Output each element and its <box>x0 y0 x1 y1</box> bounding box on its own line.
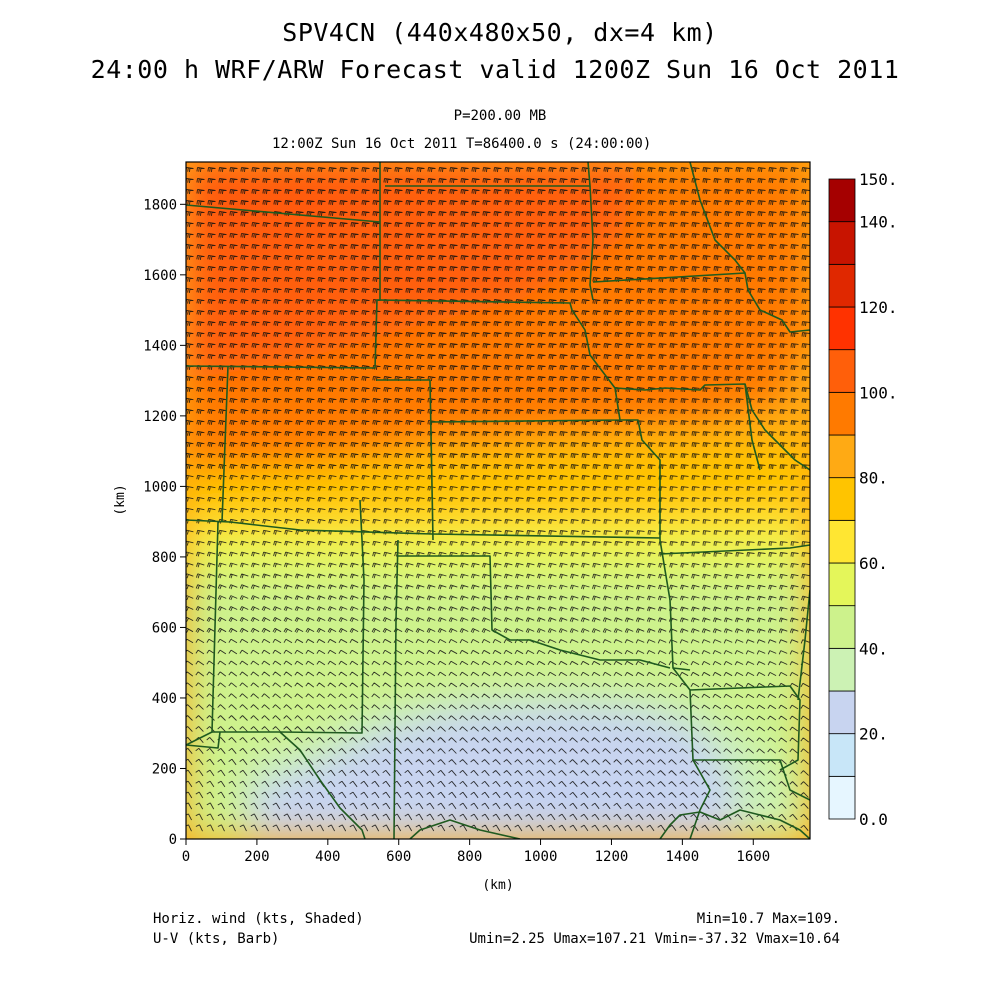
x-tick-label: 200 <box>244 849 269 865</box>
colorbar-label: 140. <box>859 213 898 232</box>
colorbar-swatch <box>828 733 856 777</box>
y-tick-label: 0 <box>169 832 177 848</box>
colorbar-label: 0.0 <box>859 810 888 829</box>
colorbar-label: 20. <box>859 725 888 744</box>
y-tick-label: 200 <box>152 761 177 777</box>
y-tick-label: 800 <box>152 550 177 566</box>
x-axis-label: (km) <box>482 878 513 893</box>
x-tick-label: 800 <box>457 849 482 865</box>
x-tick-label: 1600 <box>736 849 770 865</box>
y-tick-label: 1000 <box>143 479 177 495</box>
colorbar-swatch <box>828 434 856 479</box>
x-tick-label: 1400 <box>666 849 700 865</box>
y-tick-label: 400 <box>152 691 177 707</box>
min-max-stats: Min=10.7 Max=109. <box>696 911 840 927</box>
colorbar-swatch <box>828 605 856 649</box>
colorbar-label: 100. <box>859 383 898 402</box>
colorbar-label: 40. <box>859 639 888 658</box>
colorbar-label: 80. <box>859 469 888 488</box>
wind-barb-field <box>186 167 810 832</box>
colorbar-swatch <box>828 221 856 265</box>
colorbar-swatch <box>828 391 856 436</box>
state-boundaries <box>186 162 810 839</box>
y-tick-label: 1800 <box>143 197 177 213</box>
x-tick-label: 600 <box>386 849 411 865</box>
y-tick-label: 600 <box>152 620 177 636</box>
y-tick-label: 1600 <box>143 268 177 284</box>
colorbar-swatch <box>828 178 856 223</box>
barb-legend-label: U-V (kts, Barb) <box>153 931 280 947</box>
y-tick-label: 1400 <box>143 338 177 354</box>
y-axis-label: (km) <box>113 484 128 515</box>
colorbar-label: 60. <box>859 554 888 573</box>
colorbar-swatch <box>828 306 856 351</box>
chart-subtitle: 24:00 h WRF/ARW Forecast valid 1200Z Sun… <box>90 55 900 84</box>
colorbar-swatch <box>828 647 856 692</box>
y-axis: 0 200 400 600 800 1000 1200 1400 1600 1800 <box>143 197 186 848</box>
colorbar-label: 120. <box>859 298 898 317</box>
x-tick-label: 1000 <box>524 849 558 865</box>
y-tick-label: 1200 <box>143 409 177 425</box>
colorbar-swatch <box>828 562 856 607</box>
chart-title: SPV4CN (440x480x50, dx=4 km) <box>282 18 718 47</box>
pressure-level-label: P=200.00 MB <box>453 108 547 124</box>
colorbar-swatch <box>828 349 856 393</box>
x-tick-label: 0 <box>182 849 190 865</box>
x-tick-label: 400 <box>315 849 340 865</box>
plot-frame <box>185 161 811 840</box>
x-tick-label: 1200 <box>595 849 629 865</box>
wind-barbs <box>186 167 810 832</box>
valid-time-label: 12:00Z Sun 16 Oct 2011 T=86400.0 s (24:0… <box>272 136 652 152</box>
colorbar-swatch <box>828 519 856 564</box>
uv-stats: Umin=2.25 Umax=107.21 Vmin=-37.32 Vmax=1… <box>469 931 840 947</box>
colorbar-label: 150. <box>859 170 898 189</box>
colorbar-swatch <box>828 775 856 820</box>
colorbar: 0.0 20. 40. 60. 80. 100. 120. 140. 150. <box>828 170 898 829</box>
colorbar-swatch <box>828 690 856 735</box>
colorbar-swatch <box>828 477 856 521</box>
x-axis: 0 200 400 600 800 1000 1200 1400 1600 <box>182 839 770 865</box>
colorbar-swatch <box>828 263 856 308</box>
shading-legend-label: Horiz. wind (kts, Shaded) <box>153 911 364 927</box>
